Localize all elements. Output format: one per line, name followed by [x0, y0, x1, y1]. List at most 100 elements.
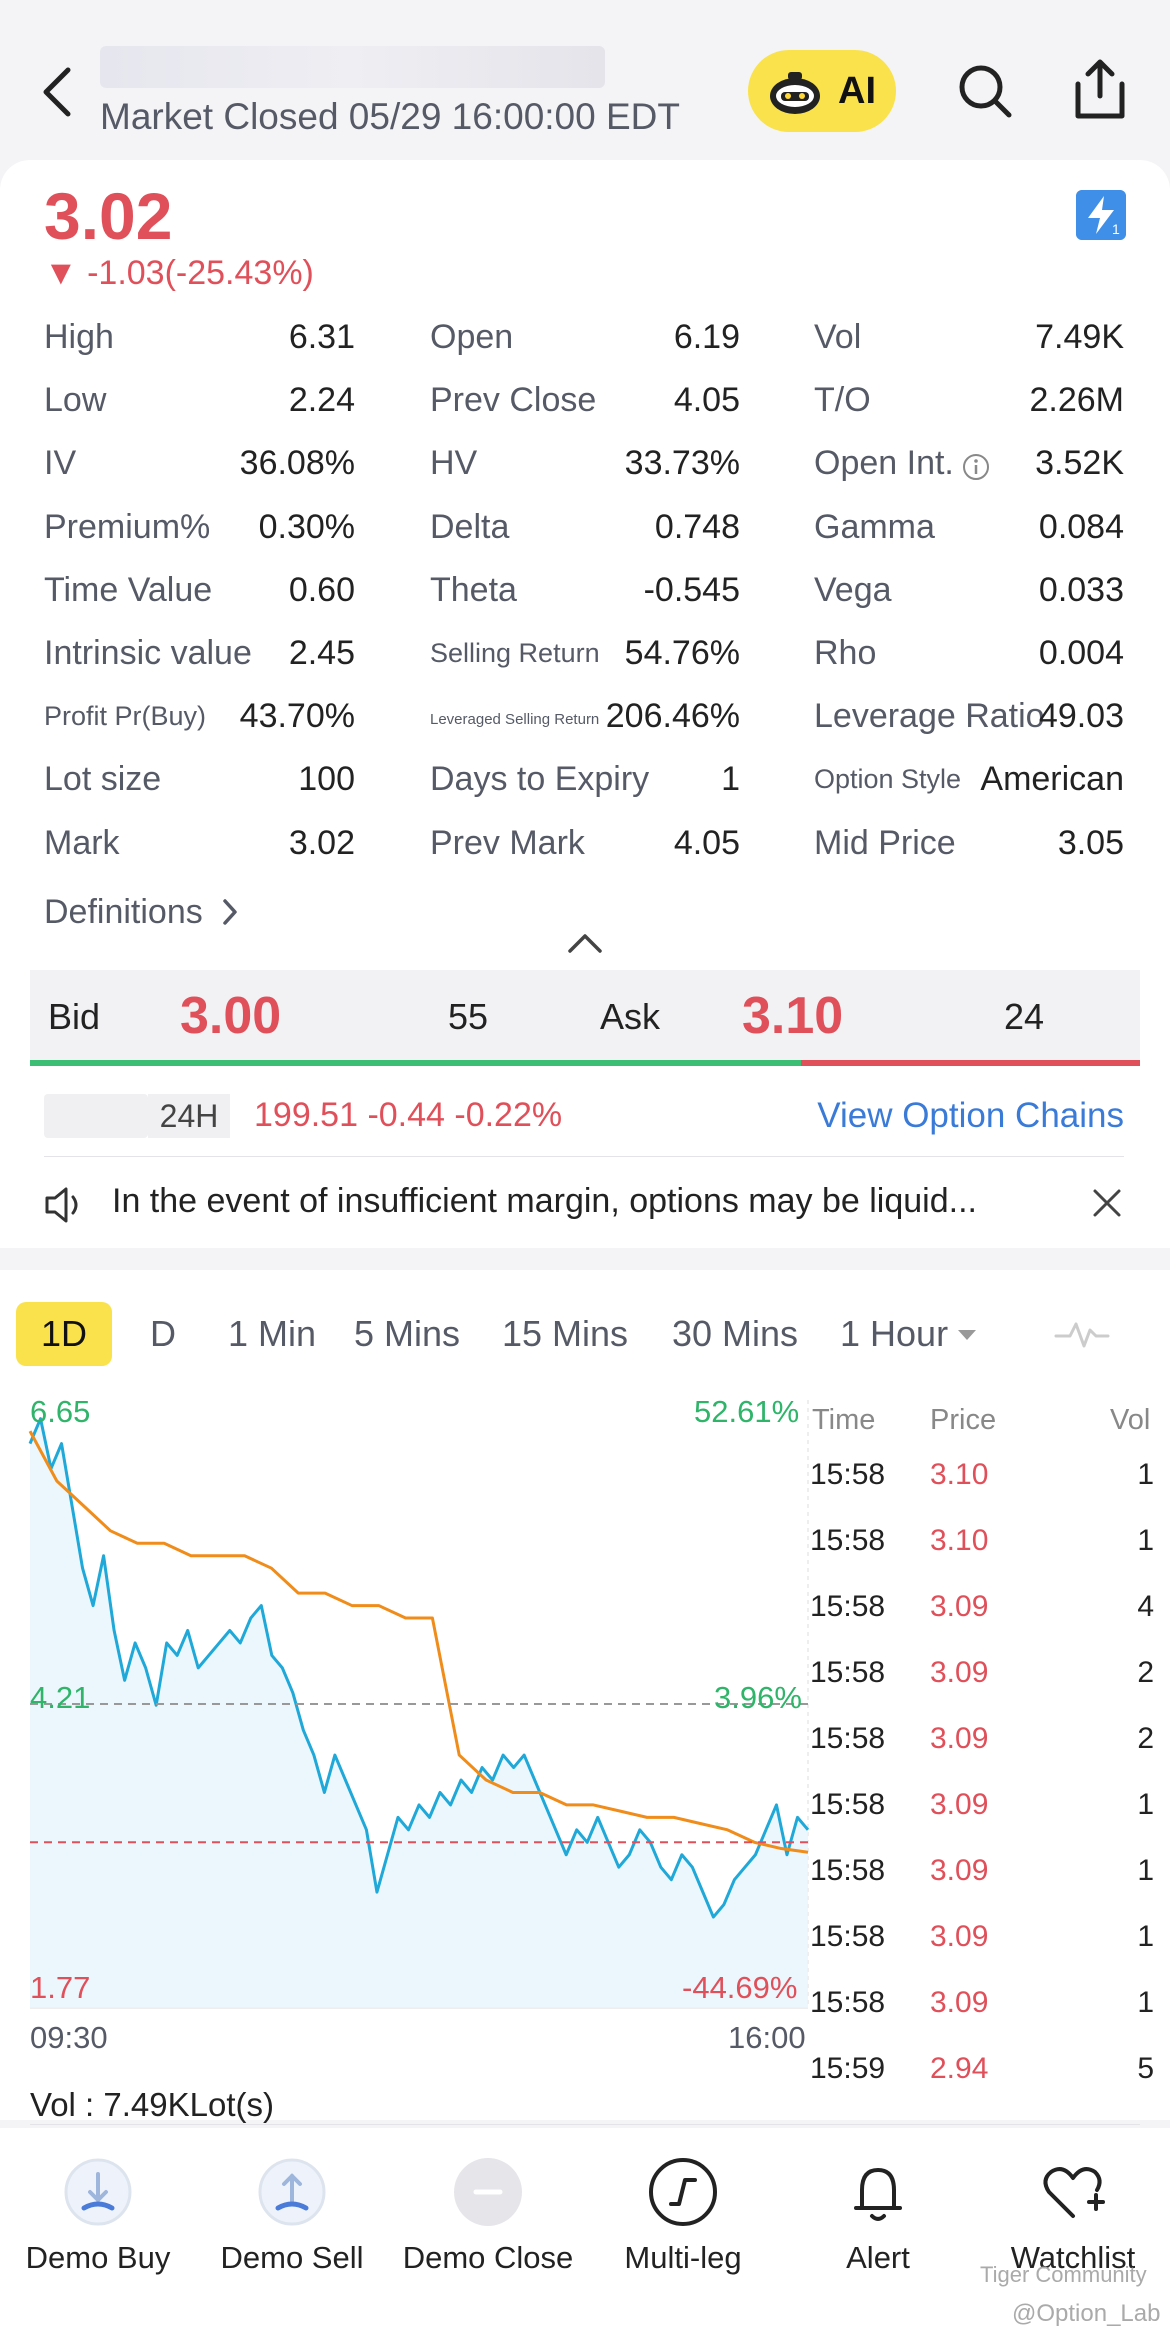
stat-value-theta: -0.545: [643, 570, 740, 609]
y-ref-pct-label: 3.96%: [714, 1680, 802, 1715]
stat-value-option-style: American: [980, 760, 1124, 799]
multi-leg-icon: [649, 2158, 717, 2226]
ticks-header-time: Time: [812, 1404, 876, 1436]
stat-value-open-int: 3.52K: [1035, 444, 1124, 483]
bell-icon: [854, 2168, 902, 2221]
bid-size: 55: [448, 996, 489, 1037]
bid-price[interactable]: 3.00: [180, 987, 282, 1045]
tick-row: 15:58 3.10 1: [810, 1524, 1160, 1568]
x-start-label: 09:30: [30, 2020, 108, 2055]
period-tab-1-hour[interactable]: 1 Hour: [840, 1302, 990, 1366]
stat-value-t-o: 2.26M: [1029, 381, 1125, 420]
svg-text:1: 1: [1112, 221, 1120, 237]
watchlist-button[interactable]: Watchlist: [983, 2156, 1163, 2276]
tick-price: 3.09: [930, 1986, 989, 2019]
back-arrow-icon[interactable]: [38, 62, 78, 122]
intraday-chart[interactable]: [0, 1380, 820, 2040]
tick-time: 15:58: [810, 1458, 886, 1491]
action-label: Multi-leg: [624, 2240, 742, 2275]
info-icon[interactable]: [961, 452, 991, 482]
period-tab-15-mins[interactable]: 15 Mins: [502, 1302, 646, 1366]
demo-sell-button[interactable]: Demo Sell: [202, 2156, 382, 2276]
stat-value-days-to-expiry: 1: [721, 760, 740, 799]
margin-notice[interactable]: In the event of insufficient margin, opt…: [44, 1172, 1128, 1232]
stat-label-vega: Vega: [814, 570, 892, 609]
ticks-header-price: Price: [930, 1404, 997, 1436]
ask-price[interactable]: 3.10: [742, 987, 844, 1045]
stat-label-low: Low: [44, 381, 107, 420]
tick-row: 15:59 2.94 5: [810, 2052, 1160, 2096]
stat-label-mid-price: Mid Price: [814, 823, 956, 862]
tick-time: 15:58: [810, 1590, 886, 1623]
divider: [30, 2124, 1140, 2125]
dropdown-caret-icon: [958, 1330, 977, 1340]
stat-value-vega: 0.033: [1038, 570, 1124, 609]
stat-label-prev-mark: Prev Mark: [430, 823, 585, 862]
action-label: Demo Close: [402, 2240, 574, 2275]
stat-label-premium: Premium%: [44, 507, 211, 546]
stat-value-delta: 0.748: [654, 507, 740, 546]
demo-buy-button[interactable]: Demo Buy: [8, 2156, 188, 2276]
y-max-label: 6.65: [30, 1394, 91, 1429]
session-tag: 24H: [148, 1094, 230, 1138]
stat-label-prev-close: Prev Close: [430, 381, 597, 420]
tick-time: 15:58: [810, 1524, 886, 1557]
stat-label-high: High: [44, 318, 114, 356]
stat-value-iv: 36.08%: [239, 444, 355, 483]
tick-time: 15:59: [810, 2052, 886, 2085]
definitions-label: Definitions: [44, 893, 203, 931]
average-price-line: [28, 1430, 809, 1854]
divider: [44, 1156, 1124, 1157]
stat-value-premium: 0.30%: [258, 507, 355, 546]
definitions-link[interactable]: Definitions: [44, 893, 240, 932]
ask-size: 24: [1004, 996, 1045, 1037]
view-option-chains-link[interactable]: View Option Chains: [817, 1096, 1124, 1135]
ai-assistant-button[interactable]: AI: [748, 50, 896, 132]
period-tab-5-mins[interactable]: 5 Mins: [354, 1302, 478, 1366]
tick-row: 15:58 3.09 1: [810, 1854, 1160, 1898]
stat-value-profit-pr-buy: 43.70%: [239, 697, 355, 736]
alert-button[interactable]: Alert: [788, 2156, 968, 2276]
period-tab-label: 15 Mins: [502, 1313, 629, 1354]
stat-value-prev-mark: 4.05: [673, 823, 740, 862]
stat-value-time-value: 0.60: [288, 570, 355, 609]
tick-volume: 1: [1137, 1524, 1154, 1557]
y-max-pct-label: 52.61%: [694, 1394, 800, 1429]
stat-value-lot-size: 100: [298, 760, 355, 799]
period-tab-label: 30 Mins: [672, 1313, 799, 1354]
tick-price: 3.09: [930, 1722, 989, 1755]
tick-time: 15:58: [810, 1722, 886, 1755]
chevron-up-icon[interactable]: [567, 932, 603, 954]
period-tab-d[interactable]: D: [150, 1302, 190, 1366]
last-price: 3.02: [44, 179, 173, 253]
heart-plus-icon: [1043, 2167, 1105, 2218]
close-icon[interactable]: [1092, 1188, 1122, 1218]
period-tab-label: D: [150, 1313, 176, 1354]
period-tab-30-mins[interactable]: 30 Mins: [672, 1302, 812, 1366]
y-min-pct-label: -44.69%: [682, 1970, 798, 2005]
stat-label-open-int: Open Int.: [814, 444, 954, 483]
header: Market Closed 05/29 16:00:00 EDT AI: [0, 0, 1170, 160]
multi-leg-button[interactable]: Multi-leg: [593, 2156, 773, 2276]
bid-volume-bar: [30, 1060, 801, 1066]
tick-row: 15:58 3.09 1: [810, 1788, 1160, 1832]
market-status: Market Closed 05/29 16:00:00 EDT: [100, 96, 680, 137]
notice-text: In the event of insufficient margin, opt…: [112, 1182, 977, 1220]
tick-price: 3.09: [930, 1788, 989, 1821]
share-icon[interactable]: [1074, 58, 1126, 120]
tick-row: 15:58 3.09 1: [810, 1920, 1160, 1964]
search-icon[interactable]: [956, 62, 1014, 120]
demo-close-button[interactable]: Demo Close: [398, 2156, 578, 2276]
stat-label-days-to-expiry: Days to Expiry: [430, 760, 650, 799]
period-tab-1-min[interactable]: 1 Min: [228, 1302, 328, 1366]
quote-card: [0, 160, 1170, 1248]
action-label: Demo Sell: [220, 2240, 364, 2275]
volume-label: Vol : 7.49KLot(s): [30, 2086, 274, 2123]
tick-price: 3.09: [930, 1590, 989, 1623]
stat-label-gamma: Gamma: [814, 507, 935, 546]
lightning-icon[interactable]: 1: [1076, 190, 1126, 240]
period-tab-1d[interactable]: 1D: [16, 1302, 112, 1366]
period-tab-label: 1D: [40, 1313, 88, 1354]
indicator-icon[interactable]: [1054, 1316, 1110, 1352]
tick-time: 15:58: [810, 1920, 886, 1953]
